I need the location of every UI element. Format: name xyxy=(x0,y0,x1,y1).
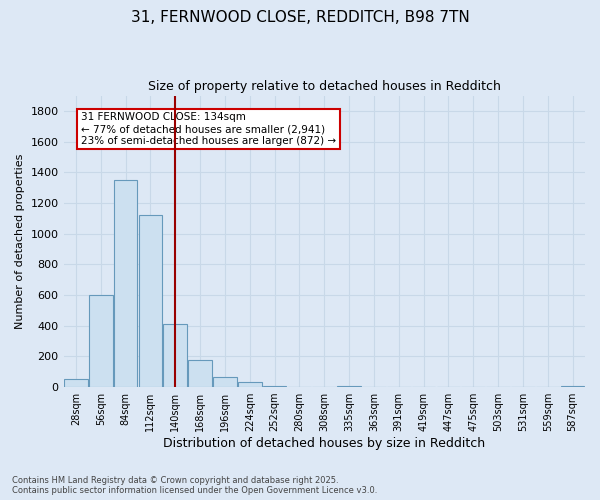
Bar xyxy=(139,215,162,387)
Text: 31, FERNWOOD CLOSE, REDDITCH, B98 7TN: 31, FERNWOOD CLOSE, REDDITCH, B98 7TN xyxy=(131,10,469,25)
Bar xyxy=(238,382,262,387)
Text: Contains HM Land Registry data © Crown copyright and database right 2025.
Contai: Contains HM Land Registry data © Crown c… xyxy=(12,476,377,495)
Bar xyxy=(163,324,187,387)
Bar xyxy=(263,386,286,387)
Bar xyxy=(114,180,137,387)
Y-axis label: Number of detached properties: Number of detached properties xyxy=(15,154,25,329)
Bar xyxy=(89,295,113,387)
X-axis label: Distribution of detached houses by size in Redditch: Distribution of detached houses by size … xyxy=(163,437,485,450)
Title: Size of property relative to detached houses in Redditch: Size of property relative to detached ho… xyxy=(148,80,501,93)
Bar xyxy=(337,386,361,387)
Bar xyxy=(561,386,584,387)
Bar xyxy=(64,378,88,387)
Bar xyxy=(213,377,237,387)
Bar xyxy=(188,360,212,387)
Text: 31 FERNWOOD CLOSE: 134sqm
← 77% of detached houses are smaller (2,941)
23% of se: 31 FERNWOOD CLOSE: 134sqm ← 77% of detac… xyxy=(81,112,336,146)
